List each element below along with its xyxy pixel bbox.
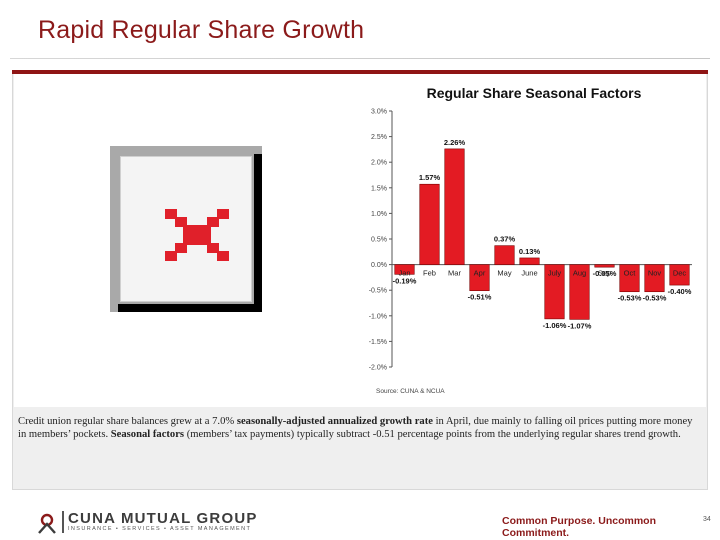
bar xyxy=(494,245,515,265)
bar xyxy=(619,264,640,293)
category-label: Mar xyxy=(448,269,461,278)
category-label: July xyxy=(548,269,562,278)
caption-part-2: in April, due mainly to falling oil pric… xyxy=(18,416,693,440)
bar-data-label: 1.57% xyxy=(419,173,441,182)
y-tick-label: 2.5% xyxy=(371,134,387,141)
caption-part-3: (members’ tax payments) typically subtra… xyxy=(184,429,681,440)
broken-image-x-icon xyxy=(165,209,229,261)
cuna-logo-icon xyxy=(38,513,56,534)
y-tick-label: -1.0% xyxy=(369,313,387,320)
y-tick-label: -1.5% xyxy=(369,339,387,346)
image-frame-shadow-right xyxy=(254,154,262,312)
bar-data-label: -0.53% xyxy=(643,294,667,303)
y-tick-label: 0.5% xyxy=(371,237,387,244)
bar-data-label: -1.06% xyxy=(543,321,567,330)
chart-source: Source: CUNA & NCUA xyxy=(376,388,445,395)
bar xyxy=(569,264,590,320)
title-divider xyxy=(10,58,710,59)
y-tick-label: 1.5% xyxy=(371,185,387,192)
category-label: June xyxy=(521,269,537,278)
caption-part-1: Credit union regular share balances grew… xyxy=(18,416,237,427)
category-label: Jan xyxy=(398,269,410,278)
bar xyxy=(444,148,465,265)
caption-bold-1: seasonally-adjusted annualized growth ra… xyxy=(236,416,433,427)
category-label: Nov xyxy=(648,269,662,278)
y-tick-label: -2.0% xyxy=(369,365,387,372)
y-tick-label: -0.5% xyxy=(369,288,387,295)
y-tick-label: 1.0% xyxy=(371,211,387,218)
slide-title: Rapid Regular Share Growth xyxy=(38,16,365,44)
logo-separator xyxy=(62,511,64,533)
seasonal-factors-chart: Regular Share Seasonal Factors 3.0% 2.5% 2.… xyxy=(362,78,698,404)
bar-data-label: -0.19% xyxy=(393,276,417,285)
bar-data-label: 2.26% xyxy=(444,138,466,147)
chart-title: Regular Share Seasonal Factors xyxy=(427,85,642,101)
y-tick-label: 3.0% xyxy=(371,109,387,116)
caption-bold-2: Seasonal factors xyxy=(110,429,185,440)
bar xyxy=(469,264,490,292)
bar xyxy=(394,264,415,275)
category-label: Sep xyxy=(598,269,611,278)
bar xyxy=(544,264,565,320)
bar-data-label: -0.51% xyxy=(468,293,492,302)
bar xyxy=(519,257,540,265)
category-label: Oct xyxy=(624,269,637,278)
company-logo-subtitle: INSURANCE • SERVICES • ASSET MANAGEMENT xyxy=(68,526,252,532)
category-label: Feb xyxy=(423,269,436,278)
category-label: Apr xyxy=(474,269,486,278)
category-label: May xyxy=(497,269,511,278)
bar-data-label: 0.13% xyxy=(519,247,541,256)
broken-image-placeholder xyxy=(110,146,262,312)
category-label: Dec xyxy=(673,269,687,278)
footer-tagline: Common Purpose. Uncommon Commitment. xyxy=(502,515,657,539)
bar-data-label: -0.53% xyxy=(618,294,642,303)
bar xyxy=(644,264,665,293)
image-frame-inner xyxy=(120,156,252,302)
y-tick-label: 2.0% xyxy=(371,160,387,167)
category-label: Aug xyxy=(573,269,586,278)
caption-text: Credit union regular share balances grew… xyxy=(18,415,698,441)
content-top-bar xyxy=(12,70,708,74)
image-frame-shadow-bottom xyxy=(118,304,262,312)
bar xyxy=(669,264,690,286)
y-tick-label: 0.0% xyxy=(371,262,387,269)
footer xyxy=(0,500,720,540)
bar-data-label: -0.05% xyxy=(593,269,617,278)
bar xyxy=(419,183,440,265)
page-number: 34 xyxy=(703,516,711,523)
bar-data-label: 0.37% xyxy=(494,235,516,244)
bar xyxy=(594,264,615,268)
bar-data-label: -1.07% xyxy=(568,321,592,330)
chart-svg: Regular Share Seasonal Factors 3.0% 2.5% 2.… xyxy=(369,85,692,395)
company-logo-text: CUNA MUTUAL GROUP xyxy=(68,510,258,527)
bar-data-label: -0.40% xyxy=(668,287,692,296)
